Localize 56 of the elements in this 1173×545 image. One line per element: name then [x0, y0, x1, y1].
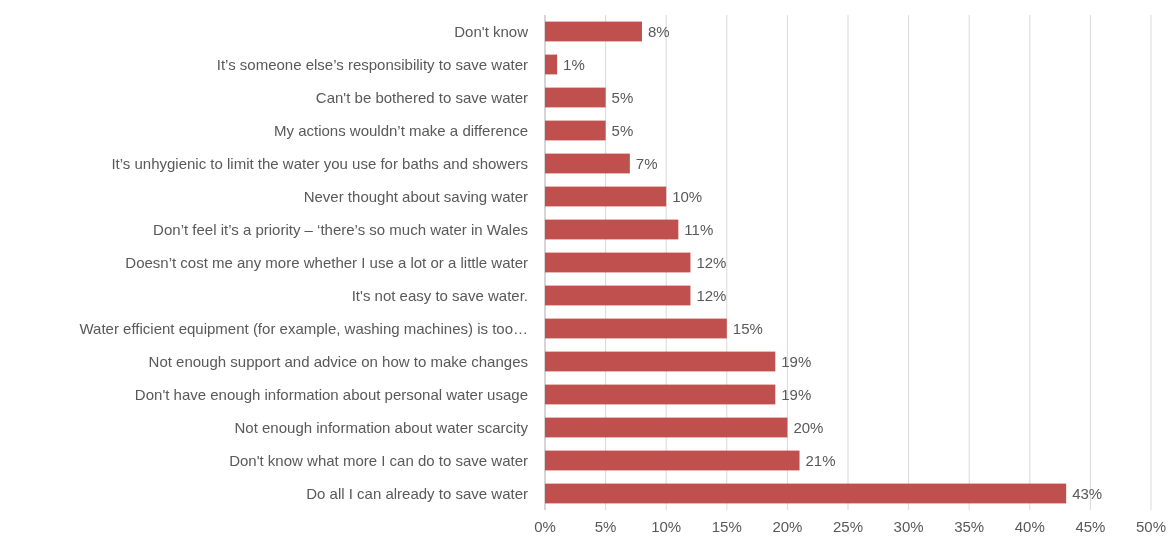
- x-tick-label: 40%: [1014, 518, 1045, 535]
- y-tick-label: It’s unhygienic to limit the water you use for baths and showers: [111, 154, 528, 172]
- y-tick-label: Never thought about saving water: [303, 187, 528, 205]
- bar: [545, 384, 776, 405]
- bar: [545, 417, 788, 438]
- x-tick-label: 30%: [893, 518, 924, 535]
- x-tick-label: 0%: [534, 518, 556, 535]
- data-label: 21%: [805, 451, 836, 469]
- data-label: 20%: [793, 418, 824, 436]
- data-label: 43%: [1072, 484, 1103, 502]
- y-tick-label: Don't know: [454, 22, 529, 40]
- y-tick-label: Don't know what more I can do to save water: [229, 451, 528, 469]
- data-label: 5%: [611, 121, 634, 139]
- data-label: 11%: [684, 220, 714, 238]
- y-tick-label: Don't have enough information about personal water usage: [134, 385, 528, 403]
- data-label: 10%: [672, 187, 703, 205]
- bar: [545, 252, 691, 273]
- y-tick-label: My actions wouldn’t make a difference: [273, 121, 528, 139]
- bar: [545, 153, 630, 174]
- y-tick-label: Doesn’t cost me any more whether I use a lot or a little water: [125, 253, 528, 271]
- bar: [545, 219, 679, 240]
- x-tick-label: 5%: [594, 518, 617, 535]
- data-label: 7%: [635, 154, 658, 172]
- bar: [545, 120, 606, 141]
- bar: [545, 87, 606, 108]
- y-tick-label: Not enough support and advice on how to make changes: [148, 352, 528, 370]
- data-label: 12%: [696, 286, 727, 304]
- bar: [545, 351, 776, 372]
- x-tick-label: 10%: [651, 518, 682, 535]
- x-tick-label: 50%: [1135, 518, 1167, 535]
- y-tick-label: It's not easy to save water.: [351, 286, 528, 304]
- bar: [545, 54, 558, 75]
- x-tick-label: 25%: [832, 518, 864, 535]
- bar: [545, 21, 642, 42]
- data-label: 1%: [563, 55, 585, 73]
- data-label: 5%: [611, 88, 634, 106]
- bar: [545, 186, 667, 207]
- bar: [545, 450, 800, 471]
- y-tick-label: Do all I can already to save water: [306, 484, 528, 502]
- y-tick-label: Don’t feel it’s a priority – ‘there’s so much water in Wales: [153, 220, 528, 238]
- x-tick-label: 20%: [772, 518, 803, 535]
- bar: [545, 483, 1067, 504]
- data-label: 12%: [696, 253, 727, 271]
- y-tick-label: Can't be bothered to save water: [315, 88, 528, 106]
- x-tick-label: 15%: [711, 518, 742, 535]
- bar: [545, 285, 691, 306]
- y-tick-label: Not enough information about water scarcity: [234, 418, 529, 436]
- data-label: 19%: [781, 352, 812, 370]
- y-tick-label: It’s someone else’s responsibility to save water: [216, 55, 528, 73]
- data-label: 19%: [781, 385, 812, 403]
- bar: [545, 318, 727, 339]
- y-tick-label: Water efficient equipment (for example, washing machines) is too…: [79, 319, 528, 337]
- data-label: 8%: [647, 22, 670, 40]
- data-label: 15%: [732, 319, 763, 337]
- x-tick-label: 35%: [954, 518, 985, 535]
- x-tick-label: 45%: [1075, 518, 1106, 535]
